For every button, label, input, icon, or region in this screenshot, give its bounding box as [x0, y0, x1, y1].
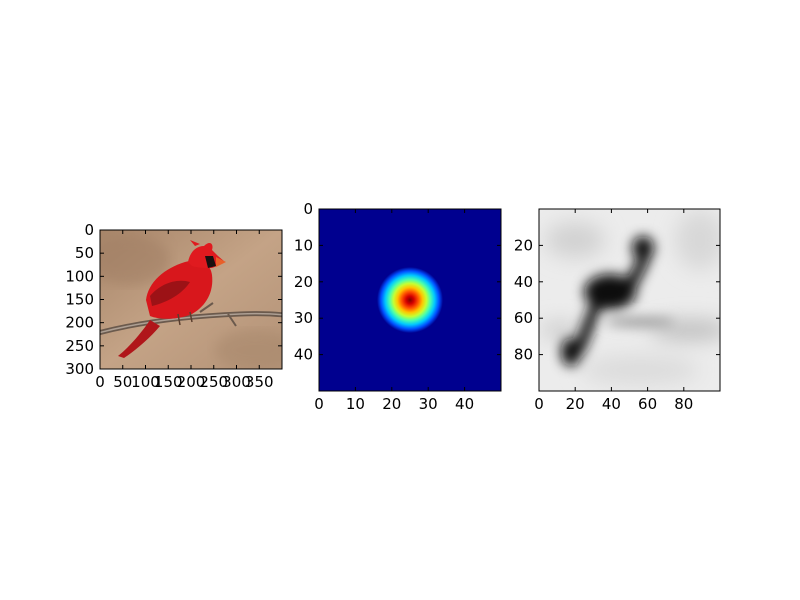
y-tick-label: 40 [294, 346, 313, 364]
x-tick-label: 200 [177, 373, 206, 391]
y-tick-label: 300 [65, 360, 94, 378]
x-tick-label: 150 [154, 373, 183, 391]
y-tick-label: 200 [65, 314, 94, 332]
x-tick-label: 40 [455, 395, 474, 413]
x-tick-label: 50 [113, 373, 132, 391]
x-tick-label: 60 [638, 395, 657, 413]
x-tick-label: 80 [674, 395, 693, 413]
blurred-panel: 0 20 40 60 80 20 40 60 80 [514, 208, 721, 413]
y-tick-label: 10 [294, 236, 313, 254]
x-tick-label: 250 [199, 373, 228, 391]
y-tick-label: 40 [514, 273, 533, 291]
x-tick-label: 20 [382, 395, 401, 413]
x-tick-label: 100 [131, 373, 160, 391]
x-tick-label: 20 [566, 395, 585, 413]
bird-silhouette [561, 236, 675, 366]
x-tick-label: 0 [534, 395, 544, 413]
cardinal [118, 240, 226, 358]
kernel-blob [377, 267, 443, 333]
x-tick-label: 350 [245, 373, 274, 391]
y-tick-label: 20 [514, 236, 533, 254]
y-tick-label: 80 [514, 346, 533, 364]
y-tick-label: 20 [294, 273, 313, 291]
x-tick-label: 0 [314, 395, 324, 413]
y-tick-label: 60 [514, 309, 533, 327]
x-tick-label: 0 [95, 373, 105, 391]
x-tick-label: 300 [222, 373, 251, 391]
y-tick-label: 100 [65, 267, 94, 285]
kernel-axes: 0 10 20 30 40 0 10 20 30 40 [294, 200, 501, 413]
x-tick-label: 10 [346, 395, 365, 413]
x-tick-label: 40 [602, 395, 621, 413]
y-tick-label: 0 [84, 221, 94, 239]
y-tick-label: 250 [65, 337, 94, 355]
y-tick-label: 150 [65, 291, 94, 309]
y-tick-label: 50 [75, 244, 94, 262]
kernel-panel: 0 10 20 30 40 0 10 20 30 40 [294, 200, 502, 413]
kernel-frame [318, 208, 502, 392]
y-tick-label: 30 [294, 309, 313, 327]
x-tick-label: 30 [419, 395, 438, 413]
blurred-frame [538, 208, 721, 392]
blurred-axes: 0 20 40 60 80 20 40 60 80 [514, 209, 720, 413]
y-tick-label: 0 [303, 200, 313, 218]
